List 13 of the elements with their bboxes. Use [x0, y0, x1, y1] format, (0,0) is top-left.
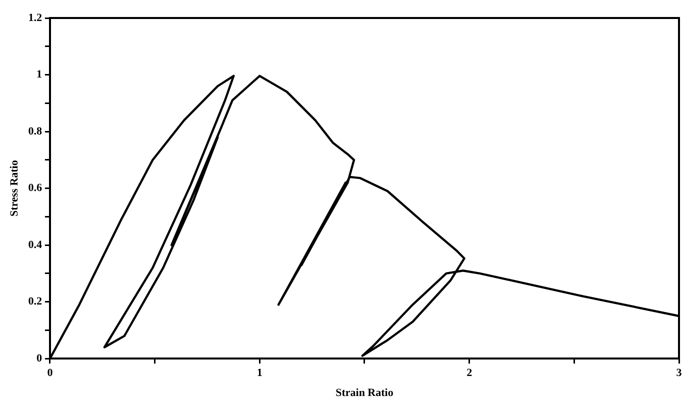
y-tick-label: 1 [36, 68, 42, 81]
x-tick-label: 2 [466, 367, 473, 380]
x-axis-title: Strain Ratio [336, 387, 394, 400]
y-axis-title: Stress Ratio [8, 160, 20, 216]
x-tick-label: 0 [47, 367, 54, 380]
x-tick-label: 3 [676, 367, 682, 380]
y-tick-label: 0.2 [28, 296, 42, 308]
y-tick-label: 0 [36, 352, 42, 364]
y-tick-label: 0.6 [28, 182, 42, 194]
y-tick-label: 1.2 [28, 12, 42, 24]
x-tick-label: 1 [256, 367, 262, 380]
y-tick-label: 0.8 [28, 125, 42, 138]
y-tick-label: 0.4 [28, 238, 42, 251]
